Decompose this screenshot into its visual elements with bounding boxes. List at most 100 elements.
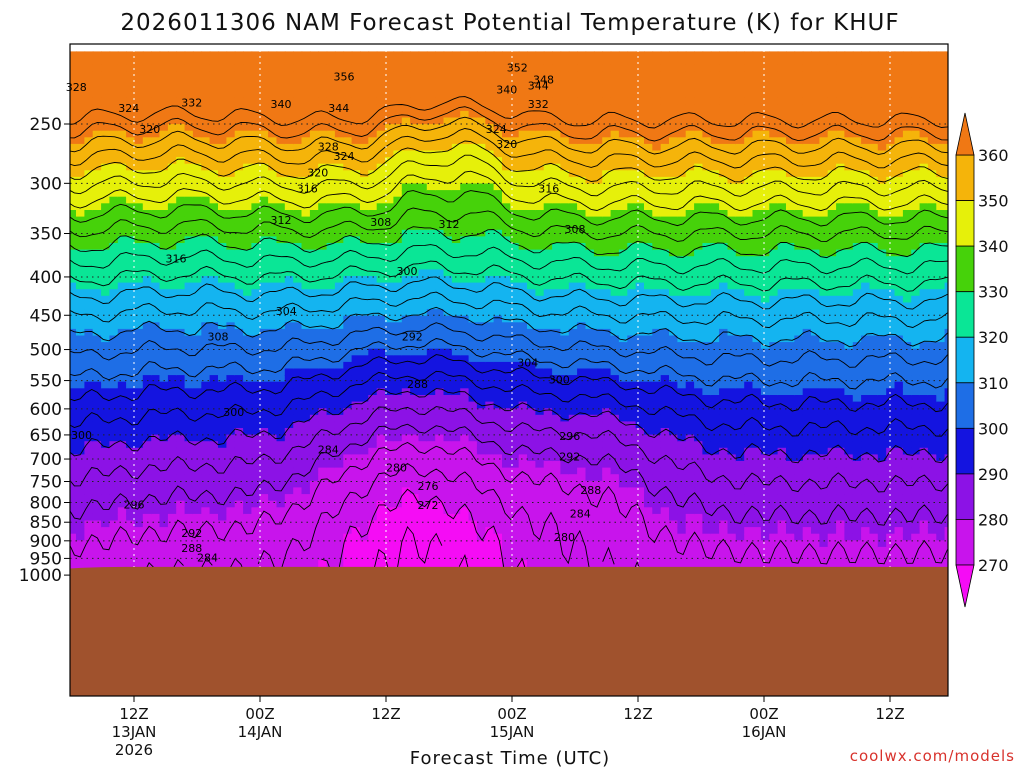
heatmap-cell	[334, 243, 345, 251]
heatmap-cell	[192, 533, 203, 542]
heatmap-cell	[476, 421, 487, 429]
heatmap-cell	[543, 414, 553, 423]
heatmap-cell	[435, 520, 445, 528]
heatmap-cell	[176, 342, 186, 350]
heatmap-cell	[309, 143, 320, 152]
heatmap-cell	[493, 494, 503, 502]
heatmap-cell	[226, 428, 236, 436]
heatmap-cell	[142, 421, 152, 429]
heatmap-cell	[192, 381, 203, 390]
heatmap-cell	[460, 480, 470, 489]
heatmap-cell	[476, 97, 487, 105]
heatmap-cell	[293, 480, 303, 489]
heatmap-cell	[192, 441, 203, 449]
heatmap-cell	[251, 500, 261, 509]
heatmap-cell	[510, 110, 520, 119]
heatmap-cell	[435, 190, 445, 198]
heatmap-cell	[493, 507, 503, 515]
heatmap-cell	[284, 157, 294, 165]
heatmap-cell	[527, 183, 537, 191]
heatmap-cell	[226, 276, 236, 284]
heatmap-cell	[376, 507, 386, 515]
heatmap-cell	[226, 414, 236, 423]
heatmap-cell	[167, 110, 178, 119]
heatmap-cell	[159, 196, 169, 205]
heatmap-cell	[510, 236, 520, 244]
heatmap-cell	[543, 229, 553, 238]
heatmap-cell	[259, 381, 269, 390]
heatmap-cell	[368, 500, 378, 509]
heatmap-cell	[134, 71, 144, 79]
heatmap-cell	[443, 143, 453, 152]
heatmap-cell	[401, 110, 411, 119]
heatmap-cell	[476, 289, 487, 297]
heatmap-cell	[468, 243, 478, 251]
heatmap-cell	[109, 315, 119, 324]
heatmap-cell	[259, 110, 269, 119]
heatmap-cell	[510, 355, 520, 363]
heatmap-cell	[268, 262, 278, 271]
heatmap-cell	[151, 150, 161, 158]
heatmap-cell	[502, 480, 512, 489]
heatmap-cell	[243, 170, 253, 178]
heatmap-cell	[134, 295, 144, 304]
heatmap-cell	[451, 276, 462, 284]
heatmap-cell	[218, 84, 228, 92]
heatmap-cell	[109, 375, 119, 383]
heatmap-cell	[435, 157, 445, 165]
heatmap-cell	[460, 494, 470, 502]
heatmap-cell	[418, 454, 428, 462]
heatmap-cell	[268, 110, 278, 119]
heatmap-cell	[159, 342, 169, 350]
heatmap-cell	[184, 117, 194, 125]
heatmap-cell	[201, 117, 211, 125]
heatmap-cell	[192, 513, 203, 522]
heatmap-cell	[70, 137, 77, 145]
heatmap-cell	[101, 170, 111, 178]
heatmap-cell	[184, 91, 194, 99]
heatmap-cell	[251, 256, 261, 264]
heatmap-cell	[443, 461, 453, 469]
heatmap-cell	[201, 289, 211, 297]
heatmap-cell	[259, 104, 269, 112]
heatmap-cell	[385, 513, 395, 522]
heatmap-cell	[426, 533, 436, 542]
heatmap-cell	[84, 71, 94, 79]
heatmap-cell	[176, 461, 186, 469]
heatmap-cell	[502, 487, 512, 495]
heatmap-cell	[535, 500, 545, 509]
heatmap-cell	[301, 229, 311, 238]
heatmap-cell	[535, 421, 545, 429]
heatmap-cell	[426, 381, 436, 390]
heatmap-cell	[101, 421, 111, 429]
heatmap-cell	[234, 124, 244, 132]
heatmap-cell	[259, 335, 269, 343]
heatmap-cell	[351, 421, 361, 429]
heatmap-cell	[343, 309, 353, 317]
heatmap-cell	[334, 546, 345, 555]
heatmap-cell	[376, 262, 386, 271]
heatmap-cell	[226, 117, 236, 125]
heatmap-cell	[284, 540, 294, 548]
heatmap-cell	[117, 289, 127, 297]
heatmap-cell	[151, 289, 161, 297]
heatmap-cell	[418, 64, 428, 72]
heatmap-cell	[284, 500, 294, 509]
heatmap-cell	[151, 335, 161, 343]
heatmap-cell	[284, 454, 294, 462]
heatmap-cell	[476, 64, 487, 72]
heatmap-cell	[510, 428, 520, 436]
heatmap-cell	[234, 143, 244, 152]
heatmap-cell	[159, 163, 169, 172]
heatmap-cell	[309, 434, 320, 442]
heatmap-cell	[351, 97, 361, 105]
heatmap-cell	[151, 467, 161, 475]
heatmap-cell	[226, 190, 236, 198]
heatmap-cell	[443, 276, 453, 284]
heatmap-cell	[70, 97, 77, 105]
heatmap-cell	[476, 58, 487, 66]
heatmap-cell	[184, 77, 194, 86]
heatmap-cell	[134, 104, 144, 112]
heatmap-cell	[326, 461, 336, 469]
heatmap-cell	[460, 381, 470, 390]
